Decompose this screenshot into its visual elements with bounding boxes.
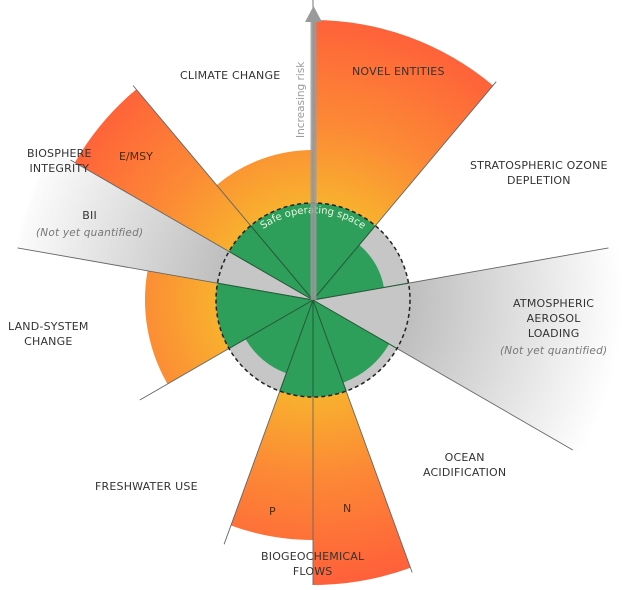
globe-divider-line	[312, 299, 347, 392]
sector-biogeochemical-p-risk	[230, 391, 313, 540]
sector-novel-entities-risk	[313, 20, 493, 226]
label-line: STRATOSPHERIC OZONE	[470, 159, 608, 172]
not-quantified-note: (Not yet quantified)	[500, 345, 608, 357]
label-atmospheric-aerosol: ATMOSPHERIC AEROSOL LOADING (Not yet quanti…	[500, 296, 607, 359]
globe-divider-line	[312, 299, 398, 349]
label-line: BIOGEOCHEMICAL	[261, 550, 365, 563]
label-line: ACIDIFICATION	[423, 466, 507, 479]
label-p: P	[269, 505, 276, 518]
label-land-system-change: LAND-SYSTEM CHANGE	[8, 319, 89, 349]
label-stratospheric-ozone: STRATOSPHERIC OZONE DEPLETION	[470, 158, 608, 188]
sector-stratospheric-ozone-safe	[313, 244, 384, 300]
sector-biosphere-bii-unquantified	[17, 150, 229, 284]
label-line: INTEGRITY	[29, 162, 90, 175]
label-n: N	[343, 502, 352, 515]
globe-divider-line	[279, 299, 314, 392]
sector-land-system-change-risk	[144, 270, 229, 384]
globe-divider-line	[312, 225, 376, 301]
sector-biogeochemical-n-risk	[313, 391, 411, 585]
label-line: AEROSOL	[526, 312, 581, 325]
sector-novel-entities-safe	[313, 203, 376, 300]
globe-divider-line	[250, 225, 314, 301]
label-freshwater-use: FRESHWATER USE	[95, 480, 198, 493]
label-line: ATMOSPHERIC	[513, 297, 595, 310]
label-climate-change: CLIMATE CHANGE	[180, 69, 281, 82]
sector-biosphere-emsy-risk	[74, 89, 251, 252]
label-bii: BII (Not yet quantified)	[36, 208, 143, 241]
label-ocean-acidification: OCEAN ACIDIFICATION	[423, 450, 506, 480]
label-line: LOADING	[527, 327, 580, 340]
label-line: CHANGE	[24, 335, 73, 348]
label-line: BIOSPHERE	[27, 147, 92, 160]
globe-divider-line	[312, 282, 409, 301]
sector-biogeochemical-p-safe	[279, 300, 313, 397]
label-line: BII	[82, 209, 97, 222]
risk-arrow-head	[305, 6, 322, 22]
label-biosphere-integrity: BIOSPHERE INTEGRITY	[27, 146, 92, 176]
globe-divider-line	[228, 251, 314, 301]
label-novel-entities: NOVEL ENTITIES	[352, 65, 445, 78]
sector-ocean-acidification-safe	[313, 300, 390, 383]
globe-divider-line	[217, 282, 314, 301]
sector-climate-change-safe	[250, 203, 313, 300]
risk-arrow-shaft	[310, 20, 317, 300]
label-e-msy: E/MSY	[119, 150, 153, 163]
sector-freshwater-use-safe	[245, 300, 313, 374]
not-quantified-note: (Not yet quantified)	[36, 227, 144, 239]
increasing-risk-label: Increasing risk	[295, 61, 307, 138]
label-line: LAND-SYSTEM	[8, 320, 89, 333]
label-line: OCEAN	[444, 451, 485, 464]
sector-land-system-change-safe	[215, 283, 313, 349]
sector-atmospheric-aerosol-unquantified	[397, 246, 623, 455]
label-line: FLOWS	[292, 565, 333, 578]
globe-divider-line	[228, 299, 314, 349]
label-line: DEPLETION	[506, 174, 571, 187]
label-biogeochemical-flows: BIOGEOCHEMICAL FLOWS	[261, 549, 364, 579]
sector-biosphere-emsy-safe	[228, 225, 313, 300]
sector-climate-change-risk	[216, 150, 313, 226]
sector-biogeochemical-n-safe	[313, 300, 347, 397]
